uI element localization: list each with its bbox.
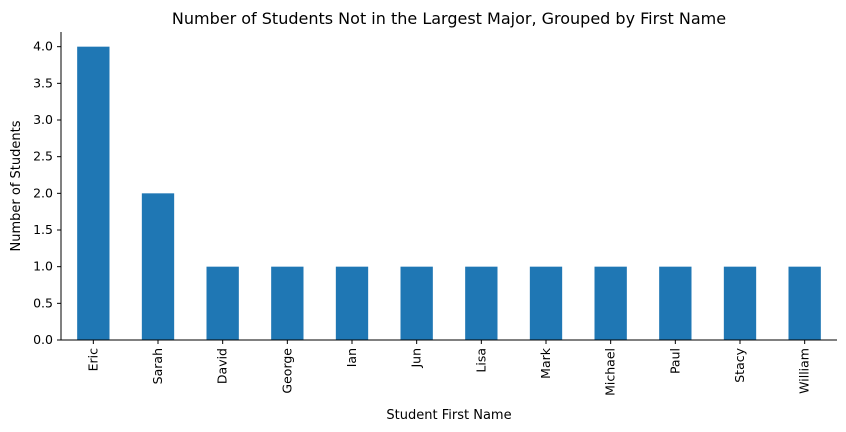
bar-jun [400, 266, 433, 340]
bar-ian [335, 266, 369, 340]
bar-michael [594, 266, 627, 340]
y-tick-label: 2.5 [33, 149, 53, 164]
y-axis-ticks: 0.0 0.5 1.0 1.5 2.0 2.5 3.0 3.5 4.0 [33, 39, 61, 347]
chart-title: Number of Students Not in the Largest Ma… [172, 9, 726, 28]
x-tick-label: Sarah [150, 348, 165, 384]
x-tick-label: Paul [667, 348, 682, 374]
bar-paul [659, 266, 692, 340]
bars-group [77, 46, 821, 341]
x-axis-label: Student First Name [386, 408, 511, 423]
y-axis-label: Number of Students [9, 120, 24, 251]
x-tick-label: William [797, 348, 812, 394]
bar-eric [77, 46, 110, 341]
x-tick-label: George [279, 348, 294, 394]
x-tick-label: Lisa [473, 348, 488, 373]
bar-david [206, 266, 239, 340]
x-tick-label: Stacy [732, 347, 747, 382]
x-tick-label: Eric [85, 348, 100, 372]
y-tick-label: 4.0 [33, 39, 53, 54]
x-tick-label: Jun [409, 348, 424, 369]
x-tick-label: Ian [344, 348, 359, 367]
x-tick-label: Michael [603, 348, 618, 396]
y-tick-label: 0.0 [33, 332, 53, 347]
y-tick-label: 0.5 [33, 295, 53, 310]
x-axis-ticks: Eric Sarah David George Ian Jun Lisa Mark Michae… [85, 340, 812, 396]
y-tick-label: 2.0 [33, 185, 53, 200]
bar-mark [529, 266, 563, 340]
bar-lisa [465, 266, 498, 340]
y-tick-label: 1.0 [33, 259, 53, 274]
y-tick-label: 1.5 [33, 222, 53, 237]
y-tick-label: 3.5 [33, 75, 53, 90]
bar-william [788, 266, 821, 340]
bar-stacy [723, 266, 757, 340]
y-tick-label: 3.0 [33, 112, 53, 127]
bar-george [271, 266, 304, 340]
x-tick-label: David [215, 348, 230, 384]
x-tick-label: Mark [538, 347, 553, 379]
bar-sarah [141, 193, 175, 340]
